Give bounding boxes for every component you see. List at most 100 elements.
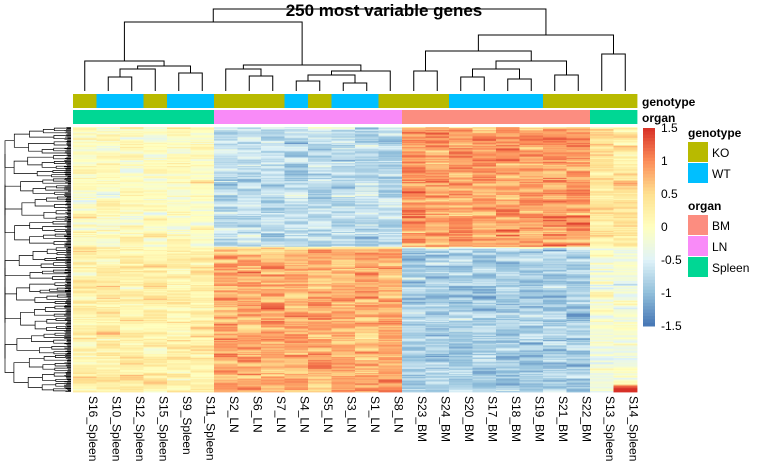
legend-swatch-LN	[688, 236, 708, 256]
organ-cell-S23_BM	[402, 110, 426, 124]
organ-cell-S11_Spleen	[190, 110, 215, 124]
heatmap-column-S15_Spleen	[143, 127, 168, 393]
organ-cell-S16_Spleen	[73, 110, 97, 124]
heatmap-column-S10_Spleen	[96, 127, 121, 393]
genotype-cell-S11_Spleen	[190, 94, 215, 108]
color-scale: 1.5 1 0.5 0 -0.5 -1 -1.5	[643, 121, 682, 333]
heatmap-column-S14_Spleen	[613, 127, 638, 393]
sample-label-S16_Spleen: S16_Spleen	[86, 396, 100, 461]
genotype-cell-S10_Spleen	[96, 94, 121, 108]
sample-label-S9_Spleen: S9_Spleen	[180, 396, 194, 455]
organ-cell-S18_BM	[496, 110, 520, 124]
heatmap-column-S24_BM	[425, 127, 450, 393]
legend-title-organ: organ	[688, 199, 721, 213]
row-dendrogram	[4, 127, 71, 392]
annotation-labels: genotype organ	[642, 95, 696, 125]
heatmap-column-S23_BM	[402, 127, 426, 393]
sample-label-S2_LN: S2_LN	[227, 396, 241, 433]
genotype-cell-S22_BM	[566, 94, 591, 108]
genotype-cell-S21_BM	[543, 94, 567, 108]
sample-label-S14_Spleen: S14_Spleen	[626, 396, 640, 461]
organ-cell-S13_Spleen	[590, 110, 614, 124]
sample-label-S4_LN: S4_LN	[297, 396, 311, 433]
organ-cell-S20_BM	[449, 110, 473, 124]
color-scale-tick: -1.5	[661, 319, 682, 333]
heatmap-column-S18_BM	[496, 127, 520, 393]
genotype-cell-S23_BM	[402, 94, 426, 108]
legend-label-LN: LN	[712, 240, 727, 254]
sample-label-S24_BM: S24_BM	[438, 396, 452, 442]
sample-label-S8_LN: S8_LN	[391, 396, 405, 433]
legend-label-BM: BM	[712, 219, 730, 233]
genotype-cell-S12_Spleen	[120, 94, 144, 108]
heatmap-column-S21_BM	[543, 127, 567, 393]
genotype-cell-S14_Spleen	[613, 94, 638, 108]
genotype-annotation-bar	[73, 94, 638, 108]
heatmap-column-S17_BM	[472, 127, 497, 393]
heatmap-column-S8_LN	[378, 127, 403, 393]
sample-label-S1_LN: S1_LN	[368, 396, 382, 433]
organ-cell-S17_BM	[472, 110, 497, 124]
sample-labels: S16_Spleen S10_Spleen S12_Spleen S15_Spleen…	[86, 396, 640, 461]
color-scale-tick: -1	[661, 286, 672, 300]
organ-cell-S7_LN	[261, 110, 285, 124]
genotype-cell-S3_LN	[331, 94, 356, 108]
organ-cell-S15_Spleen	[143, 110, 168, 124]
genotype-cell-S9_Spleen	[167, 94, 191, 108]
sample-label-S7_LN: S7_LN	[274, 396, 288, 433]
heatmap-column-S9_Spleen	[167, 127, 191, 393]
heatmap-column-S22_BM	[566, 127, 591, 393]
color-scale-tick: 0	[661, 220, 668, 234]
heatmap-column-S4_LN	[284, 127, 309, 393]
organ-cell-S10_Spleen	[96, 110, 121, 124]
heatmap-column-S13_Spleen	[590, 127, 614, 393]
organ-annotation-bar	[73, 110, 638, 124]
heatmap-column-S20_BM	[449, 127, 473, 393]
organ-cell-S12_Spleen	[120, 110, 144, 124]
sample-label-S17_BM: S17_BM	[485, 396, 499, 442]
sample-label-S11_Spleen: S11_Spleen	[203, 396, 217, 461]
heatmap-column-S19_BM	[519, 127, 544, 393]
genotype-cell-S18_BM	[496, 94, 520, 108]
heatmap-body	[73, 127, 638, 393]
sample-label-S20_BM: S20_BM	[462, 396, 476, 442]
legend-swatch-WT	[688, 163, 708, 183]
sample-label-S21_BM: S21_BM	[556, 396, 570, 442]
heatmap-column-S12_Spleen	[120, 127, 144, 393]
sample-label-S3_LN: S3_LN	[344, 396, 358, 433]
sample-label-S13_Spleen: S13_Spleen	[603, 396, 617, 461]
genotype-cell-S1_LN	[355, 94, 379, 108]
annotation-label-organ: organ	[642, 111, 675, 125]
legend-swatch-KO	[688, 142, 708, 162]
genotype-cell-S7_LN	[261, 94, 285, 108]
sample-label-S15_Spleen: S15_Spleen	[156, 396, 170, 461]
organ-cell-S9_Spleen	[167, 110, 191, 124]
genotype-cell-S16_Spleen	[73, 94, 97, 108]
annotation-label-genotype: genotype	[642, 95, 696, 109]
genotype-cell-S15_Spleen	[143, 94, 168, 108]
genotype-cell-S6_LN	[237, 94, 262, 108]
legend-swatch-Spleen	[688, 257, 708, 277]
legends: genotype KO WT organ BM LN Spleen	[688, 126, 749, 277]
genotype-cell-S19_BM	[519, 94, 544, 108]
heatmap-column-S2_LN	[214, 127, 238, 393]
color-scale-tick: 1	[661, 154, 668, 168]
organ-cell-S1_LN	[355, 110, 379, 124]
sample-label-S18_BM: S18_BM	[509, 396, 523, 442]
genotype-cell-S20_BM	[449, 94, 473, 108]
genotype-cell-S4_LN	[284, 94, 309, 108]
heatmap-column-S3_LN	[331, 127, 356, 393]
genotype-cell-S8_LN	[378, 94, 403, 108]
organ-cell-S22_BM	[566, 110, 591, 124]
sample-label-S12_Spleen: S12_Spleen	[133, 396, 147, 461]
sample-label-S10_Spleen: S10_Spleen	[109, 396, 123, 461]
heatmap-column-S16_Spleen	[73, 127, 97, 393]
genotype-cell-S5_LN	[308, 94, 332, 108]
organ-cell-S19_BM	[519, 110, 544, 124]
color-scale-tick: 1.5	[661, 121, 678, 135]
organ-cell-S5_LN	[308, 110, 332, 124]
heatmap-column-S6_LN	[237, 127, 262, 393]
heatmap-column-S1_LN	[355, 127, 379, 393]
legend-swatch-BM	[688, 215, 708, 235]
